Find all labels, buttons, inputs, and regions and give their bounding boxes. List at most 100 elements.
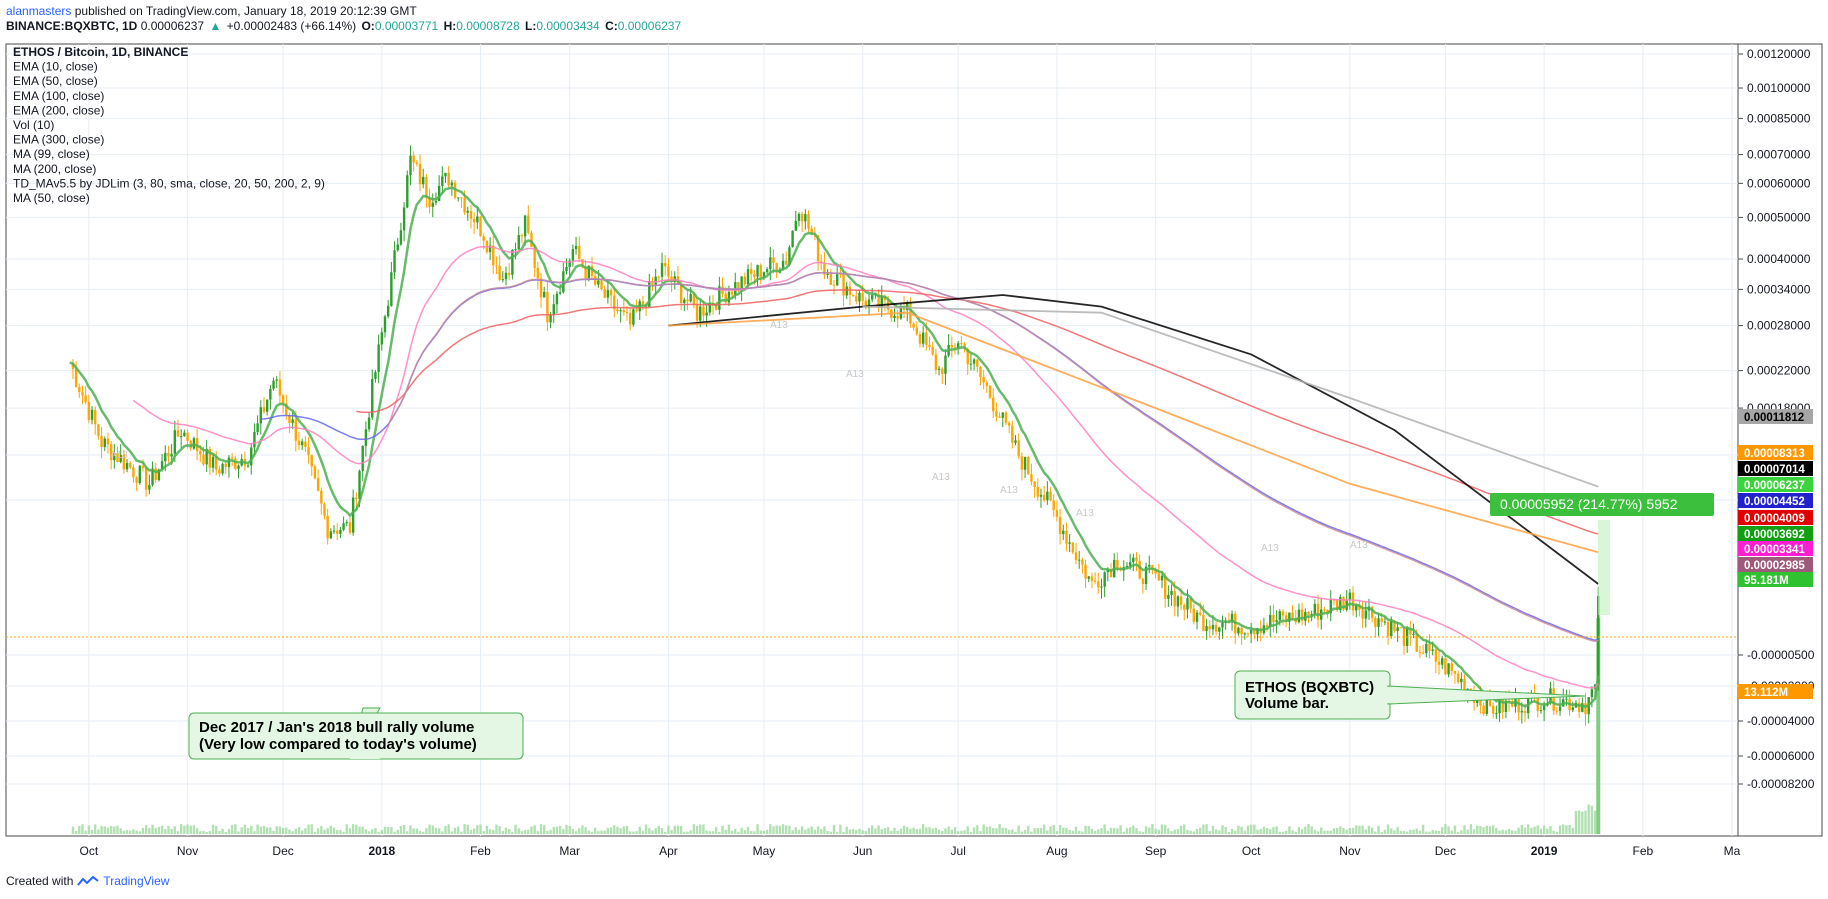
candle-body [262,407,266,412]
candle-body [800,213,804,222]
volume-bar [164,829,167,834]
candle-body [1348,592,1352,601]
y-tick-label: 0.00050000 [1747,210,1811,224]
candle-body [253,432,256,448]
volume-bar [1581,811,1584,834]
volume-bar [638,826,641,834]
volume-bar [606,827,610,834]
candle-body [1310,614,1313,616]
x-tick-label: Dec [272,844,293,858]
candle-body [858,292,861,302]
measure-box [1598,520,1610,615]
candle-body [775,262,778,273]
volume-bar [1106,830,1110,834]
volume-bar [950,829,954,834]
candle-body [1036,486,1039,497]
candle-body [332,530,336,532]
candle-body [1415,634,1418,652]
candle-body [380,332,384,345]
price-tag-bg [1738,409,1813,424]
volume-bar [664,831,667,834]
volume-bar [307,824,310,834]
candle-body [737,282,740,290]
volume-bar [1170,831,1173,834]
volume-bar [753,831,756,834]
candle-body [727,291,731,303]
volume-bar [1425,831,1428,834]
volume-bar [348,828,352,834]
volume-bar [154,828,157,834]
volume-bar [708,831,712,834]
volume-bar [976,825,979,834]
created-with-text: Created with [6,874,74,888]
price-scale[interactable] [1737,43,1823,837]
volume-bar [1511,830,1514,834]
volume-bar [485,825,489,834]
volume-bar [804,829,807,834]
volume-bar [1249,824,1253,834]
volume-bar [1135,828,1138,834]
price-tag-label: 0.00004452 [1744,496,1805,508]
volume-bar [1520,824,1524,834]
volume-bar [457,826,460,834]
candle-body [1447,663,1450,675]
volume-bar [272,830,275,834]
candle-body [590,265,594,276]
candle-body [581,259,584,267]
volume-bar [603,830,606,834]
x-tick-label: 2018 [368,844,395,858]
a13-marker-label: A13 [1350,540,1368,551]
candle-body [1163,575,1167,599]
candle-body [1141,578,1145,585]
volume-bar [179,824,183,834]
candle-body [574,245,578,250]
candle-body [1374,617,1377,627]
candle-body [87,402,91,420]
volume-bar [1157,829,1161,834]
candle-body [944,355,947,374]
author-link[interactable]: alanmasters [6,4,72,18]
volume-bar [1281,831,1285,834]
x-tick-label: Dec [1435,844,1456,858]
candle-body [1192,608,1196,622]
volume-bar [609,827,613,834]
volume-bar [574,830,578,834]
volume-bar [237,831,240,834]
legend-item: EMA (300, close) [13,133,104,147]
candle-body [1030,474,1033,482]
candle-body [1157,573,1161,581]
price-tag-bg [1738,557,1813,572]
candle-body [1377,618,1380,627]
candle-body [1584,703,1587,715]
volume-bar [816,826,820,834]
volume-bar [1062,827,1065,834]
volume-bar [1179,825,1183,834]
candle-body [832,284,836,286]
price-tag-label: 0.00004009 [1744,513,1805,525]
volume-bar [835,831,839,834]
candle-body [1183,605,1186,610]
volume-bar [711,831,715,834]
volume-bar [304,828,307,834]
volume-bar [78,825,81,834]
volume-bar [1132,825,1135,834]
volume-bar [1472,829,1476,834]
candle-body [689,294,692,302]
open-label: O: [361,19,375,33]
candle-body [543,291,546,298]
volume-bar [906,826,909,834]
volume-bar [558,825,562,834]
candle-body [81,392,84,396]
candle-body [183,432,186,437]
tradingview-link[interactable]: TradingView [103,874,170,888]
candle-body [555,293,559,305]
volume-bar [593,827,597,834]
volume-bar [778,825,782,834]
candle-body [1463,678,1466,695]
volume-bar [81,824,84,834]
volume-bar [129,830,132,834]
candle-body [1380,618,1383,622]
volume-bar [1463,825,1466,834]
candle-body [600,280,603,290]
